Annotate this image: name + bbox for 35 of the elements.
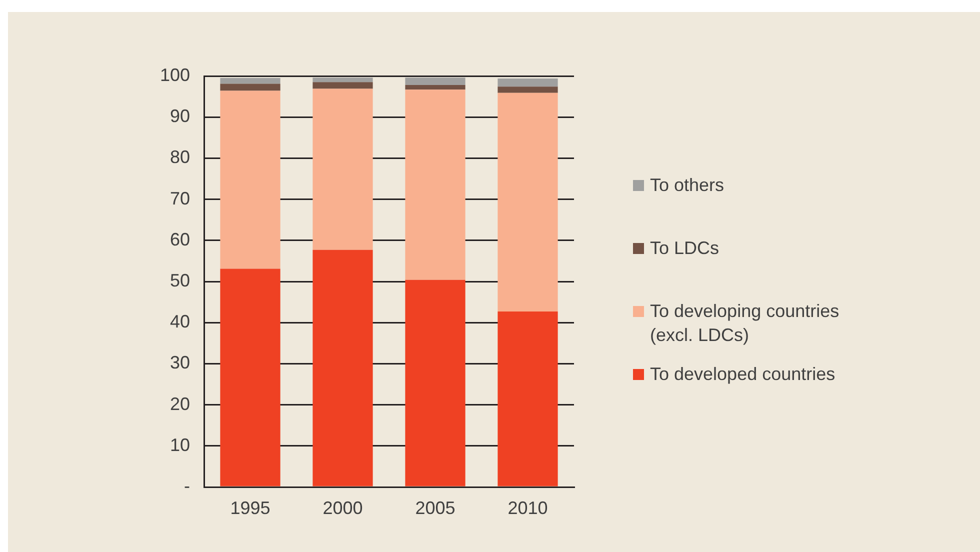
bar	[220, 268, 280, 486]
bar	[498, 92, 558, 312]
x-tick-label: 1995	[230, 498, 270, 518]
y-tick-label: 20	[170, 394, 190, 414]
legend-label: To developed countries	[650, 363, 836, 386]
y-tick-label: 50	[170, 270, 190, 290]
bar	[312, 82, 373, 89]
bar	[405, 78, 466, 86]
bar	[312, 88, 373, 250]
bar	[405, 90, 466, 280]
y-tick-label: 30	[170, 352, 190, 373]
bar	[220, 78, 280, 84]
y-tick-label: 10	[170, 434, 190, 455]
y-tick-label: 60	[170, 229, 190, 250]
bar	[220, 90, 280, 269]
y-tick-label: 80	[170, 147, 190, 168]
legend-label: To LDCs	[650, 237, 720, 260]
y-tick-label: 40	[170, 312, 190, 332]
bar	[405, 280, 466, 486]
bar	[498, 86, 558, 93]
y-tick-label: 70	[170, 188, 190, 208]
x-tick-label: 2005	[415, 498, 456, 518]
x-tick-label: 2010	[508, 498, 548, 518]
bar	[498, 312, 558, 486]
bar	[312, 78, 373, 82]
legend-label: To developing countries (excl. LDCs)	[650, 300, 840, 347]
bar	[405, 85, 466, 90]
x-tick-label: 2000	[322, 498, 363, 518]
bar	[312, 250, 373, 486]
y-tick-label: 90	[170, 106, 190, 126]
legend-label: To others	[650, 174, 726, 197]
y-tick-label: -	[184, 476, 190, 496]
bar	[220, 84, 280, 91]
y-tick-label: 100	[160, 64, 190, 85]
bar	[498, 78, 558, 87]
